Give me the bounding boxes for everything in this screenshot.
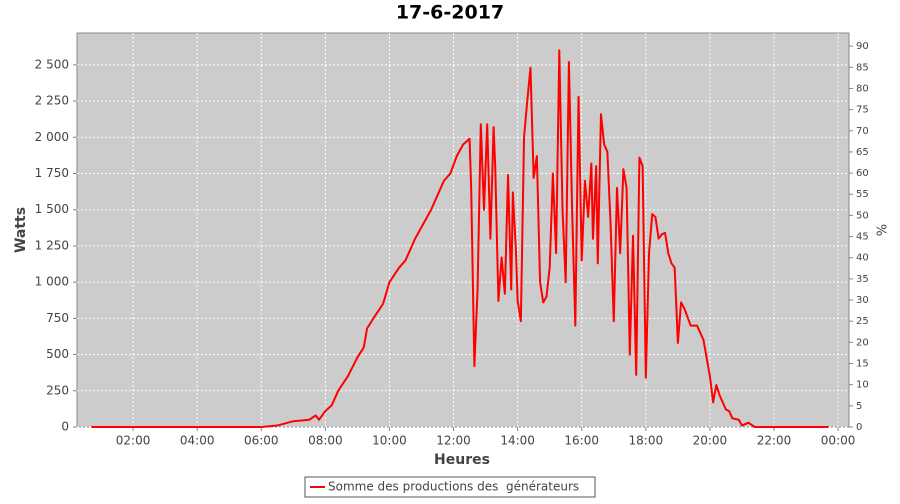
y2-tick-label: 20 [856,337,869,348]
x-tick-label: 08:00 [308,434,343,448]
x-tick-label: 14:00 [500,434,535,448]
x-tick-label: 10:00 [372,434,407,448]
x-tick-label: 20:00 [693,434,728,448]
y2-tick-label: 45 [856,232,869,243]
x-tick-label: 12:00 [436,434,471,448]
y2-tick-label: 70 [856,126,869,137]
y2-tick-label: 25 [856,316,869,327]
y2-tick-label: 55 [856,189,869,200]
y-tick-label: 1 750 [35,166,69,180]
y-tick-label: 2 500 [35,57,69,71]
x-tick-label: 06:00 [244,434,279,448]
x-tick-label: 22:00 [757,434,792,448]
x-tick-label: 16:00 [564,434,599,448]
x-tick-label: 00:00 [821,434,856,448]
x-tick-label: 02:00 [116,434,151,448]
y-tick-label: 1 000 [35,275,69,289]
x-tick-label: 04:00 [180,434,215,448]
y2-tick-label: 5 [856,401,862,412]
y2-tick-label: 80 [856,83,869,94]
y-tick-label: 250 [46,383,69,397]
y-tick-label: 1 250 [35,238,69,252]
y-tick-label: 2 000 [35,130,69,144]
y2-tick-label: 35 [856,274,869,285]
y2-tick-label: 60 [856,168,869,179]
x-tick-label: 18:00 [629,434,664,448]
y-tick-label: 0 [61,420,69,434]
y2-tick-label: 85 [856,62,869,73]
y-axis-title: Watts [13,207,29,253]
y2-tick-label: 75 [856,105,869,116]
y-tick-label: 500 [46,347,69,361]
y2-tick-label: 30 [856,295,869,306]
y-tick-label: 750 [46,311,69,325]
y-tick-label: 1 500 [35,202,69,216]
line [91,49,829,428]
y2-tick-label: 65 [856,147,869,158]
legend [304,476,596,498]
y2-tick-label: 40 [856,253,869,264]
chart-title: 17-6-2017 [396,2,504,24]
y2-tick-label: 50 [856,210,869,221]
y2-tick-label: 10 [856,380,869,391]
legend-label: Somme des productions des générateurs [328,480,579,494]
x-axis-title: Heures [434,452,490,468]
y2-axis-title: % [876,224,891,236]
y2-tick-label: 90 [856,41,869,52]
y-tick-label: 2 250 [35,94,69,108]
y2-tick-label: 15 [856,359,869,370]
plot-area [76,32,850,428]
y2-tick-label: 0 [856,422,862,433]
